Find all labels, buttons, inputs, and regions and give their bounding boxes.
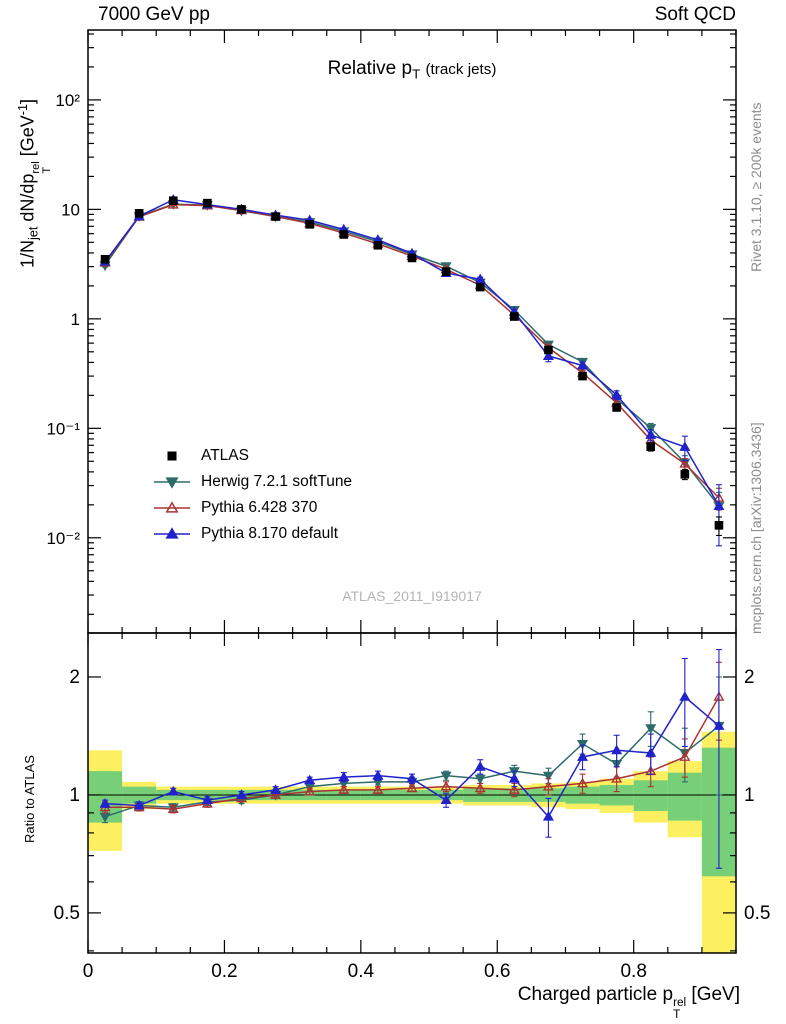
ratio-y-axis-label: Ratio to ATLAS bbox=[22, 755, 37, 843]
legend-marker-icon bbox=[154, 527, 190, 539]
svg-text:10⁻¹: 10⁻¹ bbox=[46, 419, 80, 438]
process-group-label: Soft QCD bbox=[654, 4, 736, 25]
svg-text:10⁻²: 10⁻² bbox=[46, 529, 80, 548]
svg-text:0.5: 0.5 bbox=[54, 903, 80, 924]
svg-text:0.5: 0.5 bbox=[744, 903, 770, 924]
svg-text:1: 1 bbox=[744, 785, 755, 806]
legend-marker-icon bbox=[154, 501, 190, 513]
mcplots-arxiv-note: mcplots.cern.ch [arXiv:1306.3436] bbox=[748, 422, 764, 634]
legend-item: Pythia 6.428 370 bbox=[152, 495, 352, 521]
legend-item: Pythia 8.170 default bbox=[152, 521, 352, 547]
svg-text:0.4: 0.4 bbox=[348, 961, 375, 982]
svg-text:1: 1 bbox=[69, 785, 80, 806]
svg-text:0.2: 0.2 bbox=[211, 961, 237, 982]
x-axis-label: Charged particle p rel T [GeV] bbox=[517, 984, 740, 1021]
beam-energy-label: 7000 GeV pp bbox=[98, 4, 210, 25]
legend-label: Pythia 6.428 370 bbox=[201, 499, 318, 516]
ratio-uncertainty-bands bbox=[88, 731, 736, 953]
svg-text:1: 1 bbox=[71, 310, 80, 329]
main-series-atlas bbox=[100, 196, 724, 537]
plot-title: Relative pT (track jets) bbox=[327, 58, 497, 82]
y-axis-label: 1/Njet dN/dp rel T [GeV-1] bbox=[16, 98, 54, 268]
legend-marker-icon bbox=[154, 477, 190, 489]
svg-text:0.8: 0.8 bbox=[620, 961, 646, 982]
legend-label: Herwig 7.2.1 softTune bbox=[201, 473, 353, 490]
tick-labels: 10² 10 1 10⁻¹ 10⁻² 2 2 1 1 0.5 0.5 0 0.2 0.4 0.6 0.8 bbox=[46, 91, 770, 982]
legend-label: ATLAS bbox=[201, 447, 249, 464]
legend-item: ATLAS bbox=[152, 443, 352, 469]
svg-text:0.6: 0.6 bbox=[484, 961, 510, 982]
axes bbox=[87, 29, 737, 954]
plot-header: 7000 GeV pp Soft QCD bbox=[88, 4, 736, 26]
rivet-version-note: Rivet 3.1.10, ≥ 200k events bbox=[748, 102, 764, 272]
legend-marker-icon bbox=[167, 451, 177, 461]
svg-text:2: 2 bbox=[69, 667, 80, 688]
svg-text:2: 2 bbox=[744, 667, 755, 688]
legend: ATLAS Herwig 7.2.1 softTune Pythia 6.428 3… bbox=[152, 443, 352, 547]
legend-item: Herwig 7.2.1 softTune bbox=[152, 469, 352, 495]
svg-text:10²: 10² bbox=[55, 91, 80, 110]
legend-label: Pythia 8.170 default bbox=[201, 525, 339, 542]
svg-text:0: 0 bbox=[83, 961, 94, 982]
analysis-id-watermark: ATLAS_2011_I919017 bbox=[342, 588, 482, 604]
ratio-series-pythia-8-170-default bbox=[99, 648, 725, 869]
svg-text:10: 10 bbox=[61, 200, 80, 219]
